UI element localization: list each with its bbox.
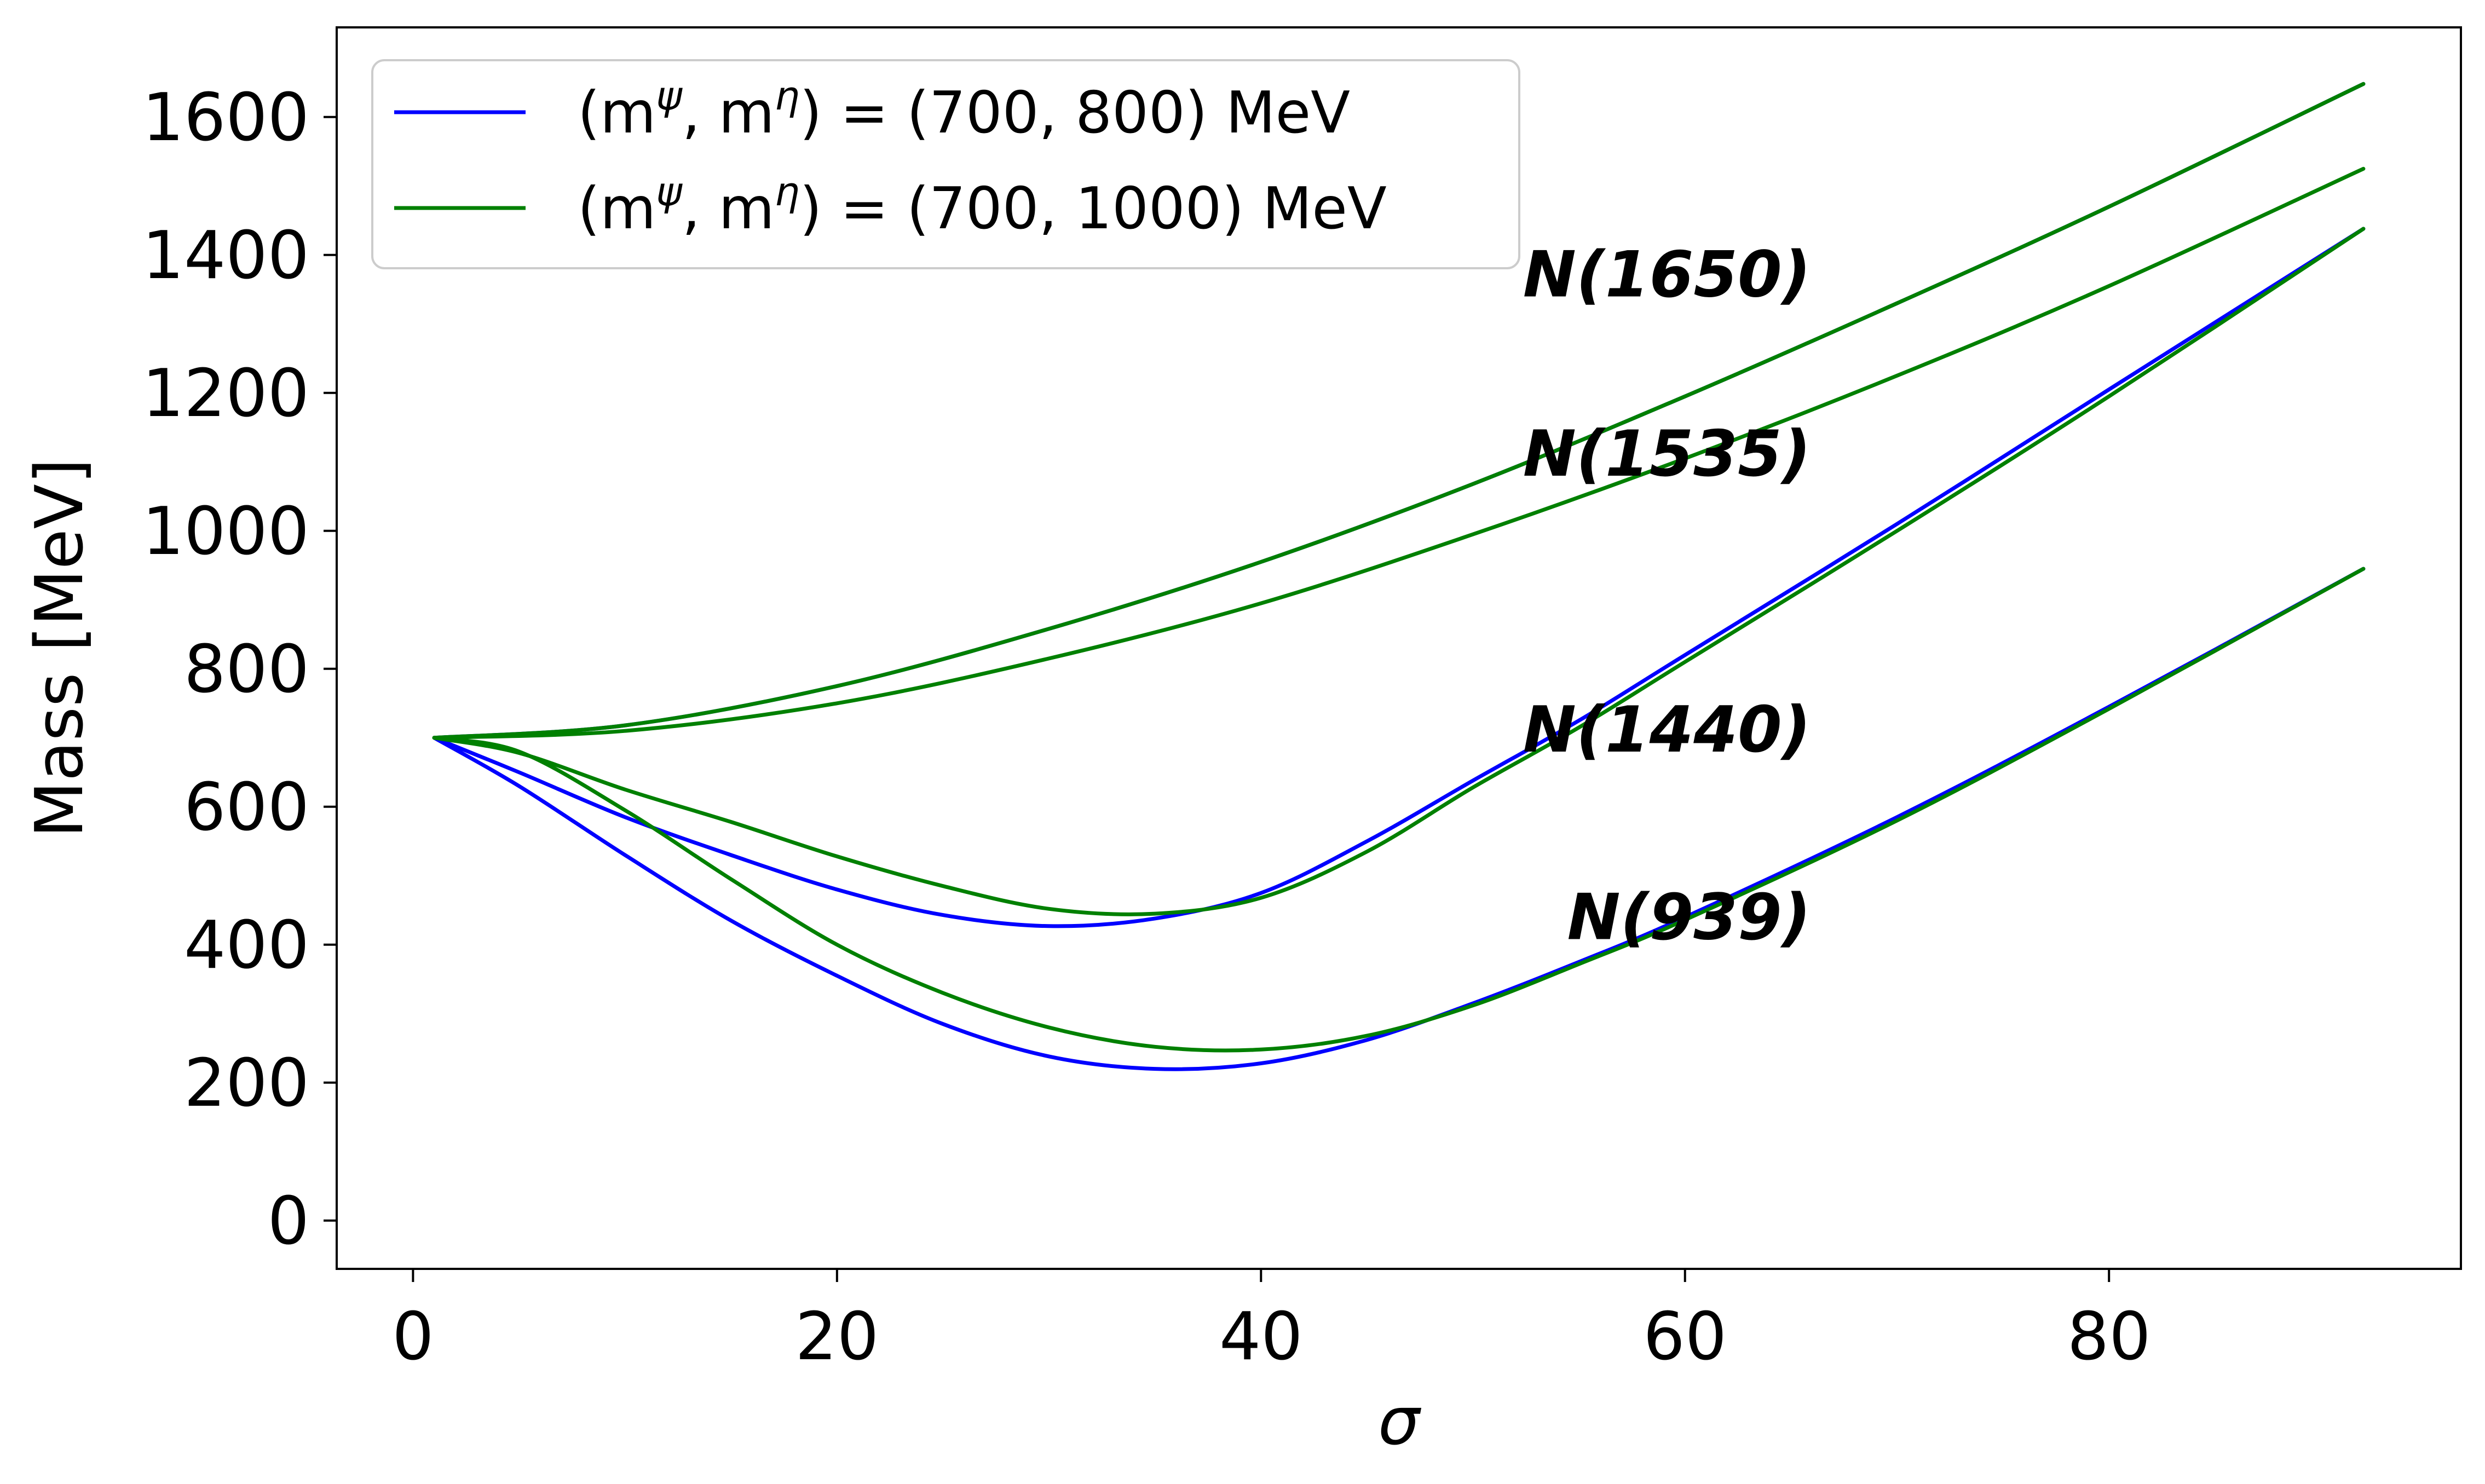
x-tick-label: 20 <box>795 1299 879 1375</box>
x-axis-title: σ <box>1378 1384 1422 1460</box>
legend-label-part: , m <box>682 79 775 146</box>
legend-label-part: ) = (700, 800) MeV <box>799 79 1350 146</box>
legend: (mψ, mη) = (700, 800) MeV(mψ, mη) = (700… <box>371 59 1520 269</box>
resonance-label-3: N(939) <box>1567 881 1811 955</box>
series-line-green-6 <box>432 567 2366 1053</box>
y-axis-title: Mass [MeV] <box>22 458 98 838</box>
legend-label-part: , m <box>682 175 775 242</box>
annotation-layer: N(1650) N(1535) N(1440) N(939) <box>1523 238 1811 954</box>
legend-box <box>371 59 1520 269</box>
x-tick-label: 80 <box>2067 1299 2151 1375</box>
x-tick-label: 0 <box>392 1299 434 1375</box>
y-axis: 0 200 400 600 800 1000 1200 1400 1600 <box>142 80 337 1260</box>
y-tick-label: 800 <box>184 632 309 708</box>
curve-layer <box>432 82 2366 1071</box>
x-tick-label: 40 <box>1219 1299 1303 1375</box>
y-tick-label: 1600 <box>142 80 309 156</box>
y-tick-label: 1400 <box>142 218 309 294</box>
legend-label-1: (mψ, mη) = (700, 1000) MeV <box>578 169 1387 242</box>
legend-superscript: ψ <box>656 73 683 119</box>
x-tick-label: 60 <box>1643 1299 1727 1375</box>
y-tick-label: 1200 <box>142 356 309 432</box>
y-tick-label: 600 <box>184 770 309 846</box>
legend-label-0: (mψ, mη) = (700, 800) MeV <box>578 73 1350 146</box>
series-line-green-3 <box>432 82 2366 740</box>
series-line-green-5 <box>432 227 2366 916</box>
y-tick-label: 400 <box>184 908 309 984</box>
x-axis: 0 20 40 60 80 <box>392 1269 2151 1375</box>
y-tick-label: 200 <box>184 1046 309 1122</box>
legend-superscript: η <box>775 73 800 119</box>
legend-label-part: ) = (700, 1000) MeV <box>799 175 1386 242</box>
legend-superscript: ψ <box>656 169 683 215</box>
series-line-blue-1 <box>432 227 2366 928</box>
legend-label-part: (m <box>578 79 656 146</box>
legend-superscript: η <box>775 169 800 215</box>
series-line-green-4 <box>432 166 2366 740</box>
resonance-label-0: N(1650) <box>1523 238 1811 311</box>
resonance-label-1: N(1535) <box>1523 417 1811 491</box>
y-tick-label: 1000 <box>142 494 309 570</box>
series-line-blue-2 <box>432 567 2366 1071</box>
plot-frame <box>336 26 2462 1270</box>
legend-label-part: (m <box>578 175 656 242</box>
resonance-label-2: N(1440) <box>1523 693 1811 767</box>
y-tick-label: 0 <box>268 1183 309 1260</box>
